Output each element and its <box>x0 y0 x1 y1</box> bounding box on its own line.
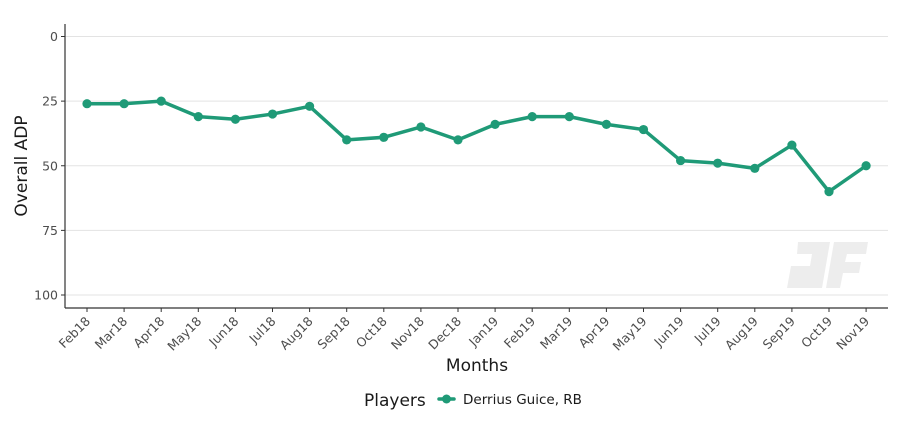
data-point <box>156 96 166 106</box>
data-point <box>119 99 129 109</box>
data-point <box>230 114 240 124</box>
x-tick-label: Dec18 <box>425 313 464 352</box>
x-tick-label: Feb18 <box>56 313 94 351</box>
x-tick-label: Sep19 <box>760 313 799 352</box>
x-tick-label: Sep18 <box>314 313 353 352</box>
y-tick-labels: 0 25 50 75 100 <box>34 29 58 303</box>
watermark-d <box>787 242 830 288</box>
watermark-shape <box>787 242 868 288</box>
data-point <box>676 155 686 166</box>
legend-series-label: Derrius Guice, RB <box>463 392 582 408</box>
y-tick-label: 75 <box>42 223 58 238</box>
x-tick-label: Jun18 <box>205 313 241 349</box>
data-point <box>453 135 463 145</box>
x-tick-label: Mar19 <box>537 313 576 352</box>
x-tick-label: May19 <box>609 313 649 353</box>
data-point <box>267 109 278 119</box>
axes <box>61 24 888 312</box>
legend-key-marker <box>442 394 451 404</box>
x-axis-title: Months <box>446 356 508 376</box>
data-point <box>564 112 574 122</box>
x-tick-label: Nov18 <box>388 313 427 352</box>
x-tick-label: Jun19 <box>650 313 686 349</box>
data-point <box>787 140 797 150</box>
y-tick-label: 100 <box>34 288 58 303</box>
y-tick-label: 25 <box>42 94 58 109</box>
y-tick-label: 50 <box>42 158 58 173</box>
x-tick-label: Nov19 <box>833 313 872 352</box>
x-tick-label: Jul18 <box>245 313 278 346</box>
x-tick-label: Oct19 <box>798 313 835 350</box>
data-point <box>82 99 92 109</box>
data-point <box>305 101 315 111</box>
data-point <box>638 124 649 135</box>
data-point <box>342 135 352 145</box>
x-tick-label: Mar18 <box>92 313 131 352</box>
legend-title: Players <box>364 391 426 411</box>
x-tick-label: Aug18 <box>277 313 316 352</box>
series-layer <box>82 96 871 197</box>
x-tick-label: May18 <box>164 313 204 353</box>
data-point <box>193 112 203 122</box>
y-tick-label: 0 <box>50 29 58 44</box>
data-point <box>527 112 537 122</box>
watermark-logo <box>787 242 868 288</box>
y-axis-title: Overall ADP <box>12 115 32 216</box>
data-point <box>861 161 871 171</box>
x-tick-label: Aug19 <box>722 313 761 352</box>
data-point <box>824 187 834 197</box>
series-line <box>85 99 868 194</box>
data-point <box>379 132 389 142</box>
x-tick-label: Feb19 <box>501 313 539 351</box>
legend: Players Derrius Guice, RB <box>364 391 582 411</box>
watermark-f <box>826 242 868 288</box>
data-point <box>416 122 426 132</box>
grid-lines <box>65 36 888 296</box>
x-tick-label: Jul19 <box>691 313 724 346</box>
x-tick-label: Apr18 <box>130 313 167 350</box>
x-tick-label: Jan19 <box>465 313 501 349</box>
x-tick-label: Oct18 <box>353 313 390 350</box>
data-point <box>750 163 760 173</box>
data-point <box>713 158 723 168</box>
data-point <box>601 119 612 129</box>
data-point <box>490 119 500 129</box>
x-tick-label: Apr19 <box>575 313 612 350</box>
